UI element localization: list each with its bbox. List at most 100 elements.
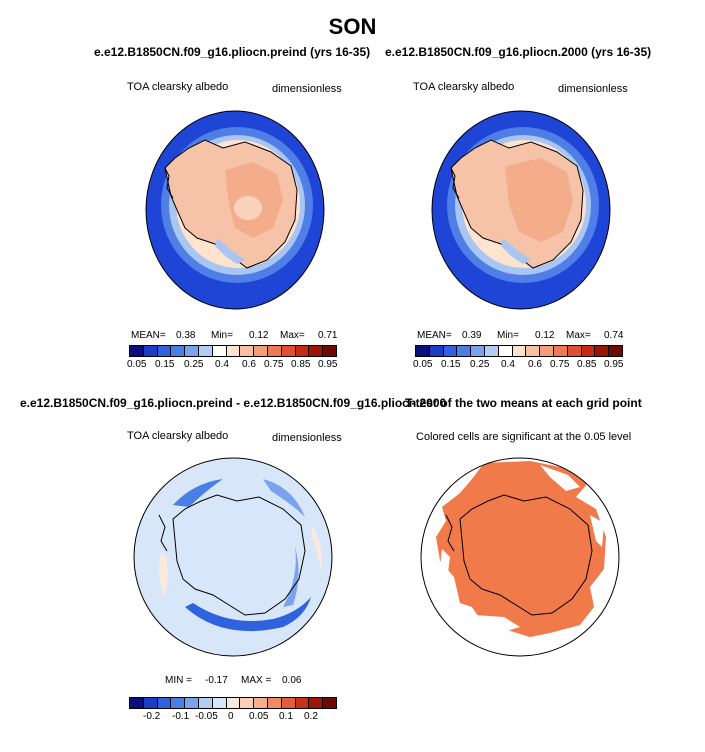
colorbar-tick: 0.15: [155, 359, 175, 370]
colorbar-tick: 0.25: [470, 359, 490, 370]
stats-max-value: 0.71: [318, 330, 338, 341]
colorbar-swatch: [226, 346, 241, 356]
significance-map: [420, 457, 620, 657]
colorbar-swatch: [309, 346, 324, 356]
variable-label: TOA clearsky albedo: [413, 81, 515, 93]
colorbar-tick: 0.95: [318, 359, 338, 370]
colorbar-swatch: [323, 346, 336, 356]
colorbar-swatch: [212, 698, 227, 708]
colorbar-swatch: [429, 346, 444, 356]
colorbar-tick: 0.6: [528, 359, 542, 370]
colorbar-tick: 0: [228, 711, 234, 722]
albedo-map-2000: [431, 110, 611, 310]
colorbar-swatch: [157, 698, 172, 708]
colorbar-tick: 0.1: [279, 711, 293, 722]
colorbar-tick: -0.1: [172, 711, 190, 722]
colorbar-swatch: [526, 346, 541, 356]
albedo-map-preind: [145, 110, 325, 310]
colorbar-difference: [129, 697, 337, 709]
colorbar-swatch: [281, 346, 296, 356]
panel-title-2000: e.e12.B1850CN.f09_g16.pliocn.2000 (yrs 1…: [385, 45, 652, 59]
colorbar-tick: 0.2: [304, 711, 318, 722]
colorbar-swatch: [185, 698, 199, 708]
colorbar-swatch: [143, 346, 158, 356]
panel-title-preind: e.e12.B1850CN.f09_g16.pliocn.preind (yrs…: [94, 45, 371, 59]
stats-mean-label: MEAN=: [417, 330, 452, 341]
stats-min-label: MIN =: [165, 675, 192, 686]
colorbar-swatch: [130, 698, 144, 708]
colorbar-swatch: [416, 346, 430, 356]
colorbar-tick: 0.95: [604, 359, 624, 370]
colorbar-swatch: [185, 346, 199, 356]
colorbar-swatch: [553, 346, 568, 356]
colorbar-swatch: [157, 346, 172, 356]
stats-min-value: -0.17: [205, 675, 228, 686]
colorbar-tick: 0.25: [184, 359, 204, 370]
colorbar-tick: 0.05: [249, 711, 269, 722]
colorbar-swatch: [198, 698, 213, 708]
colorbar-swatch: [240, 346, 255, 356]
stats-max-value: 0.74: [604, 330, 624, 341]
difference-map: [133, 457, 333, 657]
colorbar-swatch: [581, 346, 596, 356]
colorbar-swatch: [512, 346, 527, 356]
colorbar-swatch: [171, 698, 186, 708]
stats-mean-value: 0.39: [462, 330, 482, 341]
colorbar-tick: 0.75: [550, 359, 570, 370]
main-title: SON: [328, 14, 377, 39]
stats-min-label: Min=: [497, 330, 519, 341]
colorbar-swatch: [198, 346, 213, 356]
colorbar-swatch: [309, 698, 324, 708]
stats-mean-label: MEAN=: [131, 330, 166, 341]
colorbar-tick: -0.2: [143, 711, 161, 722]
colorbar-swatch: [267, 698, 282, 708]
colorbar-swatch: [143, 698, 158, 708]
colorbar-tick: 0.05: [127, 359, 147, 370]
panel-title-ttest: T-test of the two means at each grid poi…: [405, 396, 642, 410]
colorbar-swatch: [498, 346, 513, 356]
colorbar-swatch: [457, 346, 472, 356]
colorbar-swatch: [240, 698, 255, 708]
colorbar-swatch: [567, 346, 582, 356]
colorbar-swatch: [540, 346, 554, 356]
colorbar-swatch: [254, 346, 268, 356]
variable-label: TOA clearsky albedo: [127, 81, 229, 93]
colorbar-tick: 0.75: [264, 359, 284, 370]
stats-max-label: Max=: [566, 330, 591, 341]
variable-label: TOA clearsky albedo: [127, 430, 229, 442]
colorbar-swatch: [595, 346, 610, 356]
colorbar-tick: 0.4: [501, 359, 515, 370]
stats-mean-value: 0.38: [176, 330, 196, 341]
stats-max-value: 0.06: [282, 675, 302, 686]
colorbar-swatch: [281, 698, 296, 708]
units-label: dimensionless: [558, 83, 628, 95]
units-label: dimensionless: [272, 83, 342, 95]
colorbar-swatch: [609, 346, 622, 356]
colorbar-tick: 0.4: [215, 359, 229, 370]
colorbar-tick: 0.85: [577, 359, 597, 370]
stats-min-value: 0.12: [249, 330, 269, 341]
colorbar-swatch: [226, 698, 241, 708]
colorbar-swatch: [484, 346, 499, 356]
colorbar-2000: [415, 345, 623, 357]
panel-title-difference: e.e12.B1850CN.f09_g16.pliocn.preind - e.…: [20, 396, 447, 410]
stats-max-label: MAX =: [241, 675, 272, 686]
units-label: dimensionless: [272, 432, 342, 444]
colorbar-swatch: [295, 346, 310, 356]
colorbar-tick: 0.6: [242, 359, 256, 370]
colorbar-swatch: [323, 698, 336, 708]
colorbar-swatch: [212, 346, 227, 356]
colorbar-swatch: [267, 346, 282, 356]
colorbar-swatch: [295, 698, 310, 708]
colorbar-swatch: [443, 346, 458, 356]
colorbar-swatch: [254, 698, 268, 708]
significance-note: Colored cells are significant at the 0.0…: [416, 431, 632, 443]
colorbar-tick: 0.85: [291, 359, 311, 370]
stats-min-label: Min=: [211, 330, 233, 341]
colorbar-swatch: [130, 346, 144, 356]
stats-min-value: 0.12: [535, 330, 555, 341]
colorbar-tick: 0.05: [413, 359, 433, 370]
colorbar-tick: 0.15: [441, 359, 461, 370]
colorbar-tick: -0.05: [195, 711, 218, 722]
colorbar-preind: [129, 345, 337, 357]
